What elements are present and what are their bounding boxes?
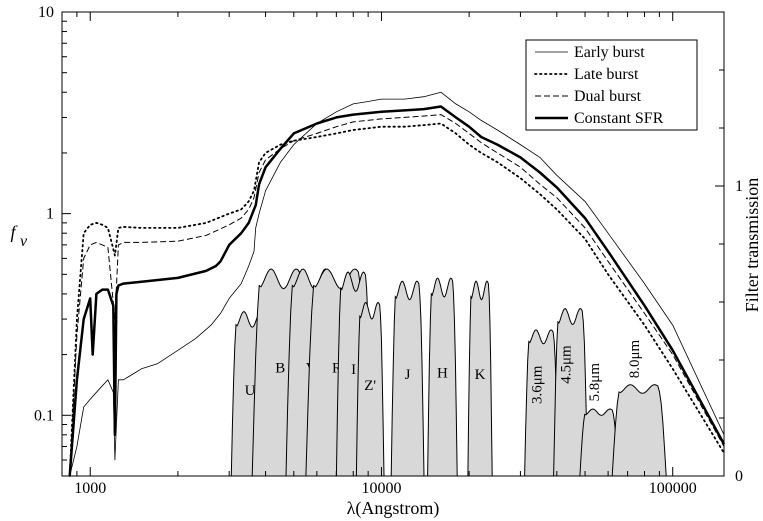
filter-label: 3.6μm (530, 365, 546, 404)
filter-label: U (245, 383, 256, 399)
legend-label: Early burst (574, 44, 645, 61)
y-tick-label: 0.1 (34, 407, 54, 424)
axes: 1000 10000 100000 0.1 1 10 0 1 (34, 4, 743, 497)
legend-entry: Dual burst (535, 88, 642, 105)
filter-band-11: 5.8μm (579, 363, 619, 477)
legend: Early burst Late burst Dual burst Constant … (525, 39, 698, 131)
x-tick-label: 100000 (649, 480, 697, 497)
filter-band-10: 4.5μm (553, 307, 589, 477)
filter-curve (390, 280, 425, 477)
y-tick-label: 10 (38, 4, 54, 21)
legend-box (525, 39, 698, 131)
filter-label: J (405, 367, 411, 383)
y2-tick-label: 1 (735, 178, 743, 195)
filter-label: I (351, 362, 356, 378)
filter-curve (611, 384, 667, 477)
filter-band-12: 8.0μm (611, 339, 667, 477)
series-line-thin-solid (69, 91, 725, 477)
spectra-series (68, 91, 726, 477)
y-axis-title: f ν (10, 222, 28, 250)
legend-label: Constant SFR (574, 110, 664, 127)
x-tick-label: 10000 (362, 480, 402, 497)
filter-label: Z' (364, 378, 376, 394)
series-line-thick-solid (68, 105, 726, 477)
filter-label: B (275, 361, 285, 377)
svg-text:ν: ν (20, 233, 28, 250)
filter-curve (427, 277, 458, 477)
filter-band-8: K (467, 280, 493, 477)
series-line-dashed (69, 114, 725, 477)
svg-text:f: f (10, 222, 18, 242)
legend-entry: Early burst (535, 44, 645, 61)
filter-band-9: 3.6μm (524, 329, 559, 477)
filter-curve (524, 329, 559, 477)
filter-label: K (475, 367, 486, 383)
filter-label: 5.8μm (587, 363, 603, 402)
y2-tick-label: 0 (735, 468, 743, 485)
legend-label: Dual burst (574, 88, 642, 105)
filter-label: 8.0μm (627, 339, 643, 378)
legend-entry: Constant SFR (535, 110, 664, 127)
filter-label: R (332, 361, 342, 377)
x-axis-title: λ(Angstrom) (347, 498, 440, 519)
filter-label: 4.5μm (559, 345, 575, 384)
x-tick-label: 1000 (74, 480, 106, 497)
filter-label: H (437, 365, 448, 381)
filter-curve (553, 307, 589, 477)
right-axis-title: Filter transmission (742, 178, 762, 313)
filter-band-7: H (427, 277, 458, 477)
y-tick-label: 1 (46, 206, 54, 223)
filter-curve (355, 301, 385, 477)
filter-curve (467, 280, 493, 477)
legend-label: Late burst (574, 66, 639, 83)
filter-band-6: J (390, 280, 425, 477)
filter-curve (579, 408, 619, 477)
legend-entry: Late burst (534, 66, 639, 83)
filter-band-5: Z' (355, 301, 385, 477)
